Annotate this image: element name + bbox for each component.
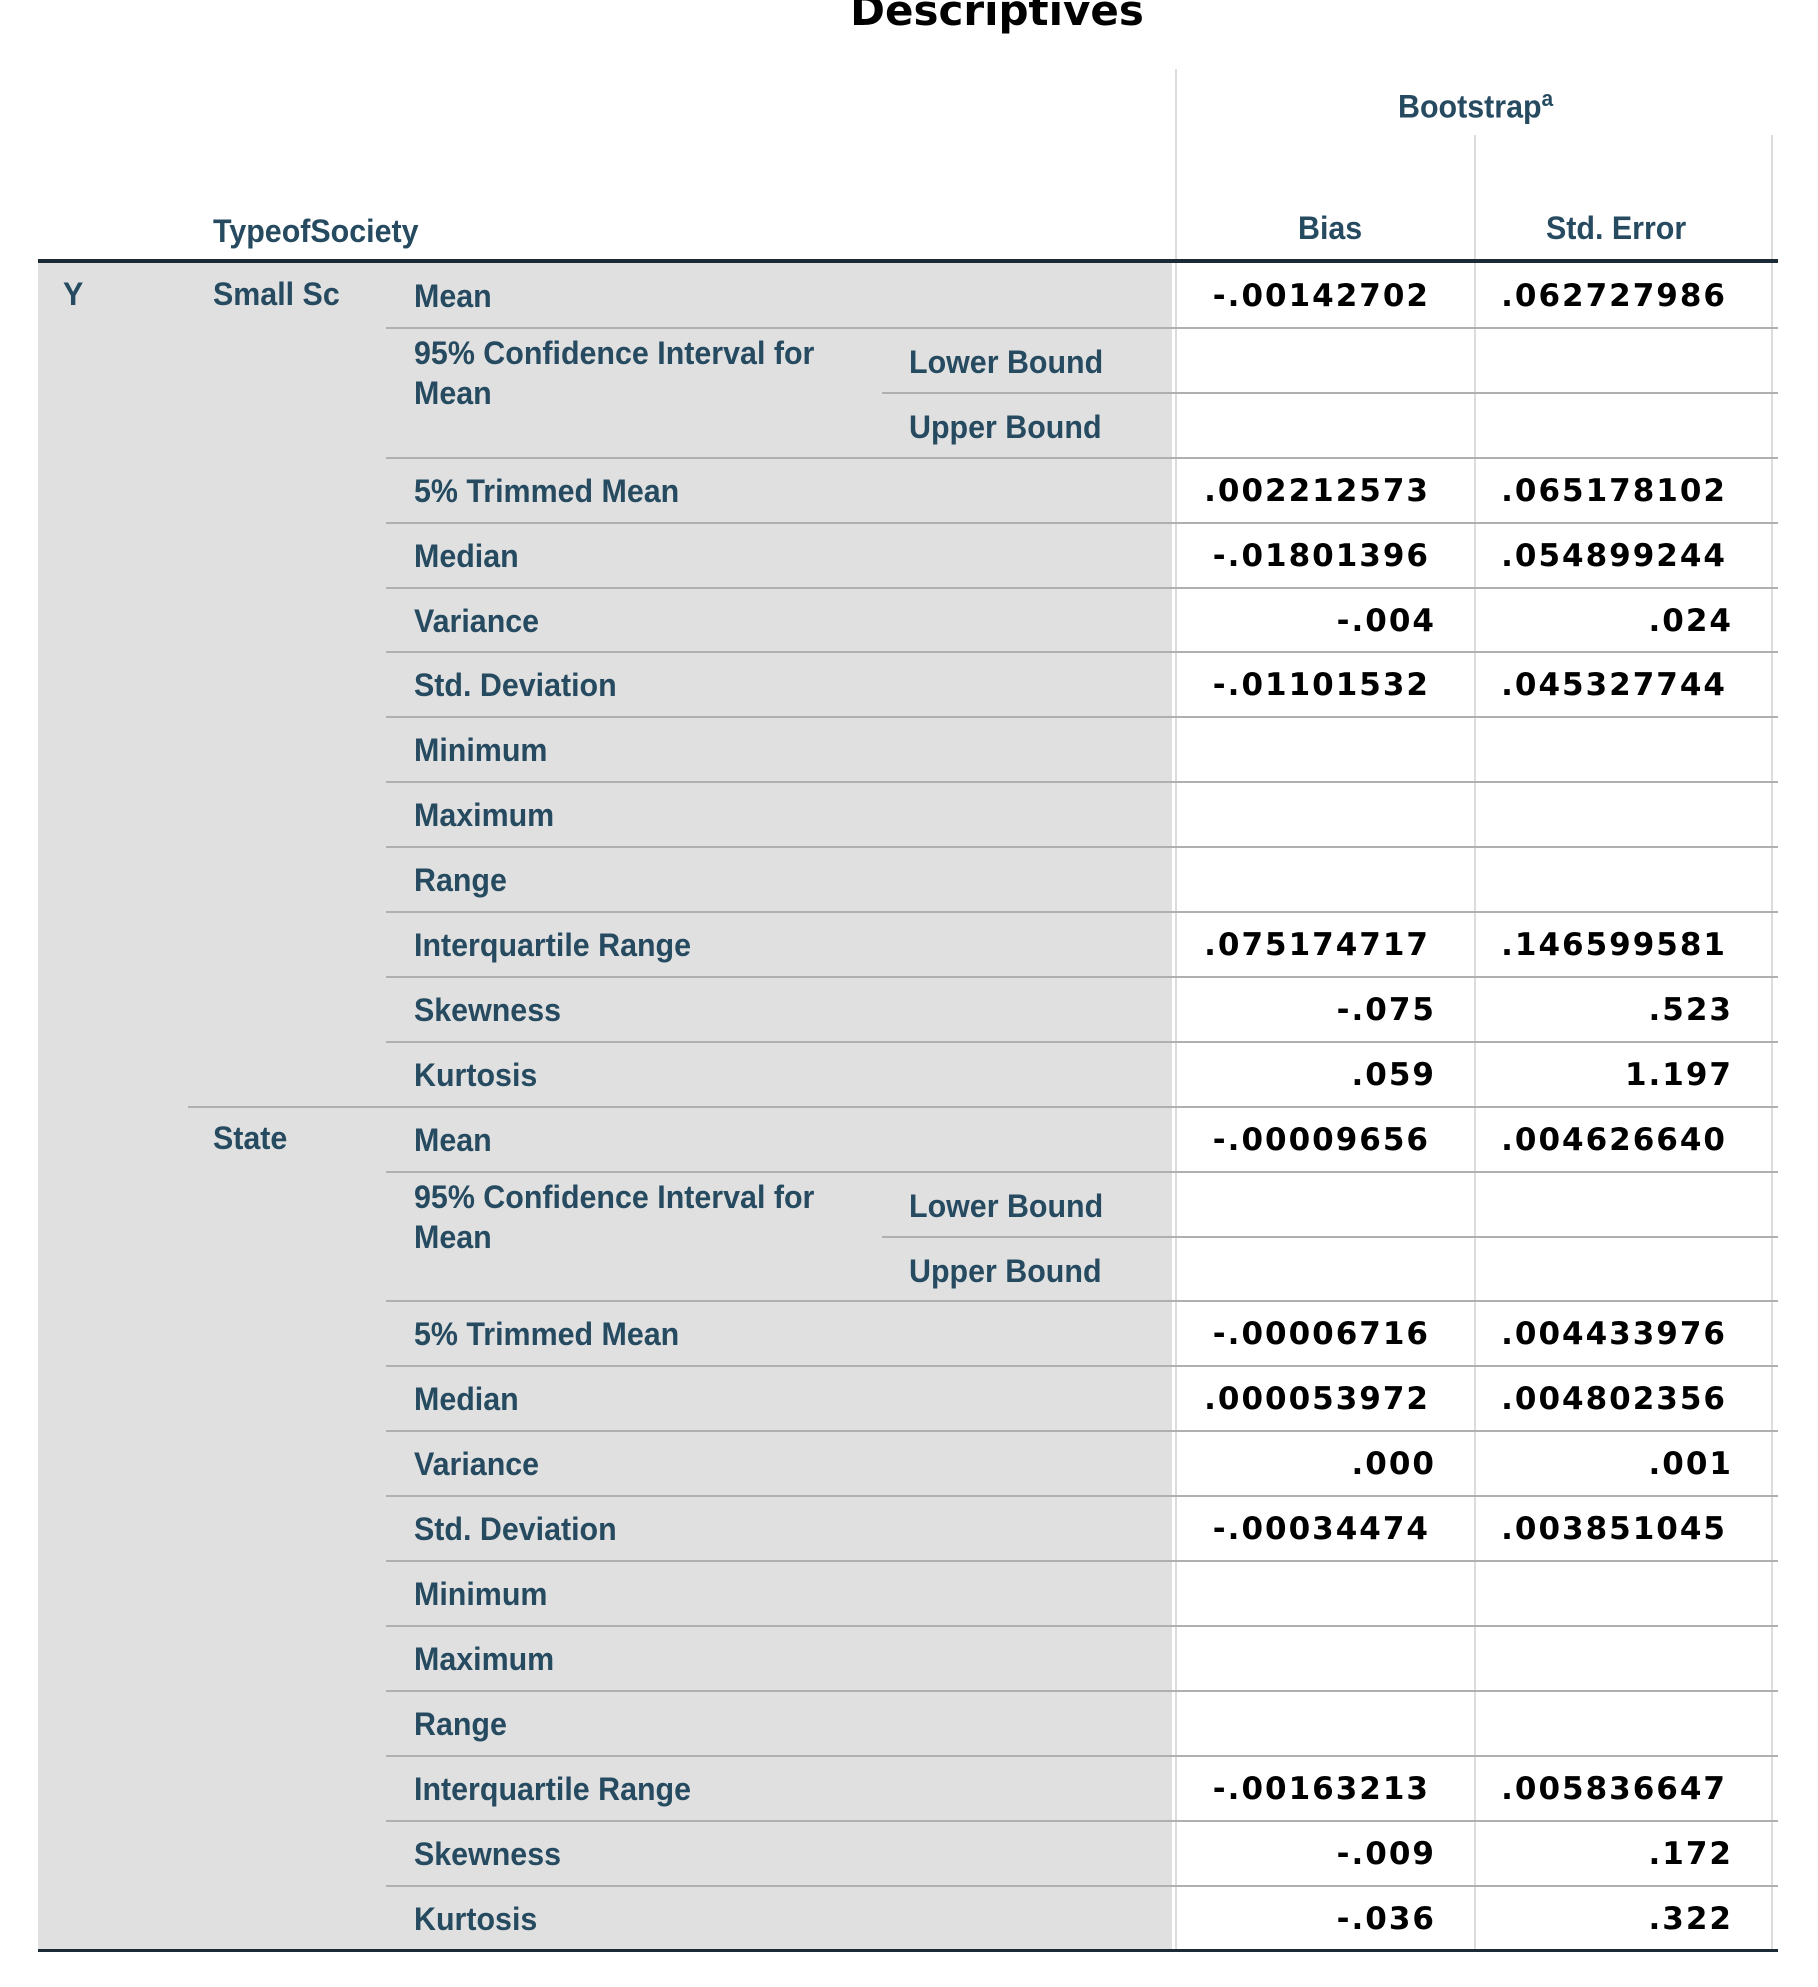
row-divider bbox=[386, 1819, 1778, 1822]
stderr-value: .005836647 bbox=[1501, 1770, 1727, 1807]
row-divider bbox=[386, 586, 1778, 589]
bound-label: Upper Bound bbox=[909, 1252, 1102, 1289]
row-divider bbox=[386, 1754, 1778, 1757]
stat-label: Std. Deviation bbox=[414, 667, 617, 704]
bias-value: -.00142702 bbox=[1212, 278, 1430, 314]
stderr-value: .004433976 bbox=[1501, 1316, 1727, 1353]
row-divider bbox=[386, 456, 1778, 459]
bias-value: .075174717 bbox=[1204, 927, 1430, 963]
bias-value: -.00163213 bbox=[1212, 1770, 1430, 1807]
row-divider bbox=[386, 911, 1778, 913]
row-divider bbox=[386, 1560, 1778, 1562]
stat-label: Skewness bbox=[414, 1835, 562, 1872]
row-divider bbox=[386, 1040, 1778, 1043]
bootstrap-header: Bootstrapa bbox=[1398, 86, 1554, 125]
bias-value: -.036 bbox=[1336, 1900, 1436, 1937]
bias-header: Bias bbox=[1298, 210, 1363, 246]
group-header: TypeofSociety bbox=[213, 213, 419, 249]
stat-label: Maximum bbox=[414, 1640, 555, 1677]
stat-label: Mean bbox=[414, 278, 492, 314]
row-divider bbox=[386, 1300, 1778, 1303]
stderr-value: .146599581 bbox=[1501, 927, 1727, 963]
stderr-value: .003851045 bbox=[1501, 1511, 1727, 1548]
bias-value: -.00009656 bbox=[1212, 1121, 1430, 1158]
row-divider bbox=[882, 391, 1778, 394]
group-label: Small Sc bbox=[213, 276, 340, 312]
bias-value: .000053972 bbox=[1204, 1381, 1430, 1418]
stat-label: Maximum bbox=[414, 797, 555, 834]
bias-value: -.01101532 bbox=[1212, 667, 1430, 704]
stderr-value: .065178102 bbox=[1501, 472, 1727, 509]
bootstrap-column-divider bbox=[1175, 69, 1177, 1951]
bias-value: -.00006716 bbox=[1212, 1316, 1430, 1353]
row-divider bbox=[386, 1365, 1778, 1368]
stderr-value: .024 bbox=[1648, 602, 1733, 639]
stderr-value: .172 bbox=[1648, 1835, 1733, 1872]
stat-label: Interquartile Range bbox=[414, 1770, 692, 1807]
stat-label: Kurtosis bbox=[414, 1900, 538, 1937]
stat-label: Minimum bbox=[414, 732, 548, 769]
bias-value: .059 bbox=[1351, 1056, 1436, 1093]
row-divider bbox=[386, 1689, 1778, 1692]
row-divider bbox=[386, 716, 1778, 719]
row-divider bbox=[386, 1430, 1778, 1433]
stat-label: 95% Confidence Interval for Mean bbox=[414, 1178, 815, 1255]
row-divider bbox=[386, 1495, 1778, 1498]
row-divider bbox=[386, 1884, 1778, 1887]
stderr-value: .045327744 bbox=[1501, 667, 1727, 704]
stat-label: Median bbox=[414, 537, 519, 574]
row-divider bbox=[386, 781, 1778, 784]
stat-label: Interquartile Range bbox=[414, 927, 692, 963]
stderr-value: .054899244 bbox=[1501, 537, 1727, 574]
stderr-column-divider bbox=[1474, 135, 1476, 1951]
stat-label: 5% Trimmed Mean bbox=[414, 472, 680, 509]
stderr-value: .523 bbox=[1648, 991, 1733, 1028]
stderr-value: .004626640 bbox=[1501, 1121, 1727, 1158]
stat-label: Std. Deviation bbox=[414, 1511, 617, 1548]
stat-label: 95% Confidence Interval for Mean bbox=[414, 334, 815, 411]
variable-label: Y bbox=[63, 276, 84, 312]
header-rule bbox=[38, 259, 1778, 263]
stderr-value: .004802356 bbox=[1501, 1381, 1727, 1418]
row-divider bbox=[386, 846, 1778, 849]
stat-label: 5% Trimmed Mean bbox=[414, 1316, 680, 1353]
stat-label: Variance bbox=[414, 1446, 540, 1483]
stat-label: Kurtosis bbox=[414, 1056, 538, 1093]
bound-label: Lower Bound bbox=[909, 1187, 1104, 1224]
bottom-rule bbox=[38, 1949, 1778, 1952]
stat-label: Range bbox=[414, 862, 507, 899]
table-title: Descriptives bbox=[850, 0, 1144, 35]
group-label: State bbox=[213, 1119, 288, 1156]
row-divider bbox=[386, 326, 1778, 329]
stderr-value: .322 bbox=[1648, 1900, 1733, 1937]
stat-label: Skewness bbox=[414, 991, 562, 1028]
group-separator bbox=[188, 1105, 1778, 1108]
row-divider bbox=[386, 1624, 1778, 1627]
row-divider bbox=[386, 975, 1778, 978]
bias-value: -.075 bbox=[1336, 991, 1436, 1028]
row-divider bbox=[386, 521, 1778, 524]
stderr-value: 1.197 bbox=[1624, 1056, 1733, 1093]
bound-label: Upper Bound bbox=[909, 408, 1102, 445]
stat-label: Range bbox=[414, 1705, 507, 1742]
bound-label: Lower Bound bbox=[909, 343, 1104, 380]
bias-value: -.009 bbox=[1336, 1835, 1436, 1872]
stderr-value: .001 bbox=[1648, 1446, 1733, 1483]
right-column-divider bbox=[1771, 135, 1773, 1951]
row-divider bbox=[386, 1170, 1778, 1173]
stat-label: Median bbox=[414, 1381, 519, 1418]
row-divider bbox=[882, 1235, 1778, 1238]
bias-value: -.00034474 bbox=[1212, 1511, 1430, 1548]
stat-label: Variance bbox=[414, 602, 540, 639]
bias-value: -.01801396 bbox=[1212, 537, 1430, 574]
bias-value: .002212573 bbox=[1204, 472, 1430, 509]
stat-label: Minimum bbox=[414, 1576, 548, 1612]
bias-value: -.004 bbox=[1336, 602, 1436, 639]
stderr-header: Std. Error bbox=[1546, 210, 1687, 246]
stderr-value: .062727986 bbox=[1501, 278, 1727, 314]
stat-label: Mean bbox=[414, 1121, 492, 1158]
row-divider bbox=[386, 651, 1778, 654]
bias-value: .000 bbox=[1351, 1446, 1436, 1483]
